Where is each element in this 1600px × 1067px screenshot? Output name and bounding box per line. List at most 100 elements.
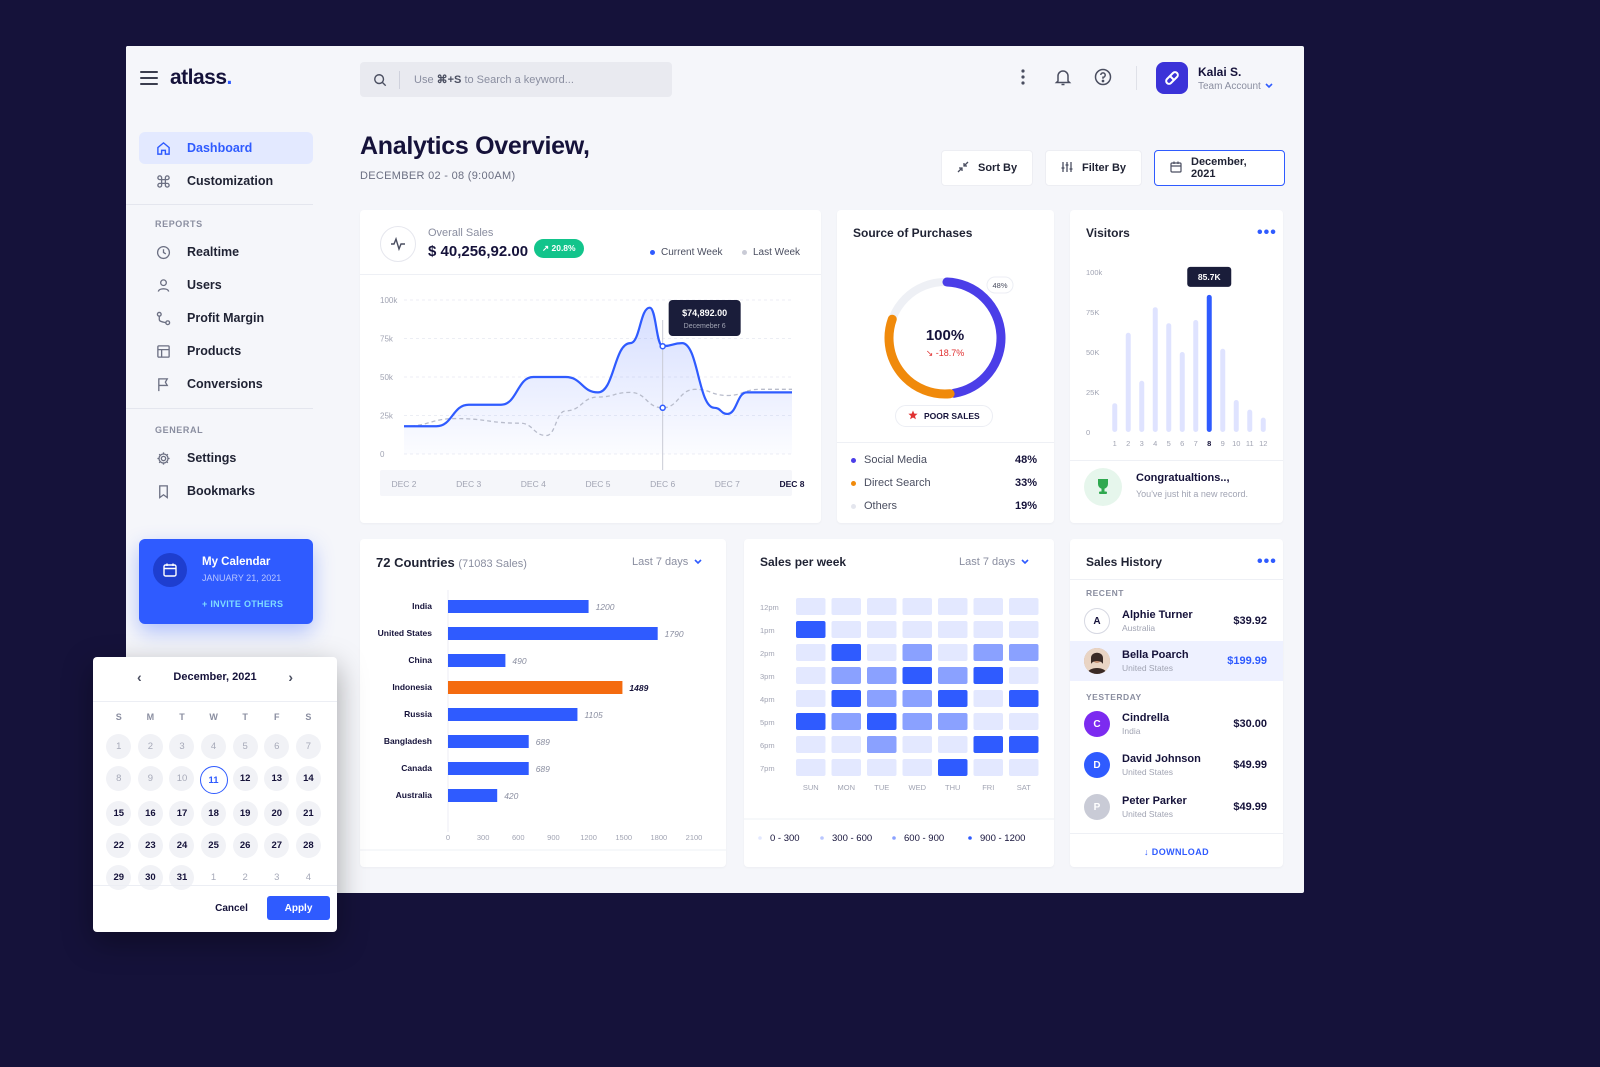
sales-week-period-dropdown[interactable]: Last 7 days [959, 556, 1029, 568]
search-input[interactable]: Use ⌘+S to Search a keyword... [414, 74, 574, 86]
invite-others-link[interactable]: + INVITE OTHERS [202, 599, 284, 609]
customer-name: Bella Poarch [1122, 649, 1189, 661]
donut-center-change: ↘ -18.7% [926, 348, 965, 358]
day-cell[interactable]: 18 [201, 801, 227, 826]
day-cell[interactable]: 4 [201, 734, 227, 759]
date-range-button[interactable]: December, 2021 [1154, 150, 1285, 186]
last-week-line [403, 388, 792, 437]
day-cell[interactable]: 8 [106, 766, 132, 791]
chevron-left-icon[interactable]: ‹ [137, 669, 142, 685]
day-cell[interactable]: 16 [137, 801, 163, 826]
day-cell[interactable]: 4 [305, 872, 311, 883]
help-icon[interactable] [1092, 66, 1114, 88]
day-cell[interactable]: 22 [106, 833, 132, 858]
list-item[interactable]: A Alphie Turner Australia $39.92 [1070, 601, 1283, 641]
day-cell[interactable]: 10 [169, 766, 195, 791]
filter-by-button[interactable]: Filter By [1045, 150, 1143, 186]
heatmap-cell [1009, 736, 1039, 753]
x-tick-label: 2 [1126, 439, 1130, 448]
day-cell[interactable]: 5 [232, 734, 258, 759]
sidebar-item-profit-margin[interactable]: Profit Margin [139, 302, 313, 334]
countries-period-dropdown[interactable]: Last 7 days [632, 556, 702, 568]
day-cell[interactable]: 12 [232, 766, 258, 791]
bookmark-icon [155, 483, 171, 499]
list-item[interactable]: P Peter Parker United States $49.99 [1070, 787, 1283, 827]
x-tick-label: 7 [1194, 439, 1198, 448]
cancel-button[interactable]: Cancel [215, 902, 248, 914]
sidebar-item-customization[interactable]: Customization [139, 165, 313, 197]
chevron-right-icon[interactable]: › [288, 669, 293, 685]
day-cell[interactable]: 6 [264, 734, 290, 759]
apply-button[interactable]: Apply [267, 896, 330, 920]
search-bar[interactable]: Use ⌘+S to Search a keyword... [360, 62, 672, 97]
heatmap-cell [973, 598, 1003, 615]
selected-day[interactable]: 11 [199, 766, 228, 794]
heatmap-cell [867, 736, 897, 753]
more-horizontal-icon[interactable]: ••• [1257, 553, 1277, 570]
value-label: 1790 [665, 629, 684, 639]
day-cell[interactable]: 19 [232, 801, 258, 826]
day-cell[interactable]: 14 [295, 766, 321, 791]
bell-icon[interactable] [1052, 66, 1074, 88]
visitor-bar [1233, 400, 1239, 432]
day-cell[interactable]: 1 [210, 872, 217, 883]
sidebar-item-products[interactable]: Products [139, 335, 313, 367]
x-tick-label: 4 [1153, 439, 1157, 448]
sidebar-item-realtime[interactable]: Realtime [139, 236, 313, 268]
day-cell[interactable]: 3 [274, 872, 280, 883]
day-cell[interactable]: 30 [137, 865, 163, 890]
download-button[interactable]: ↓ DOWNLOAD [1143, 847, 1209, 857]
day-cell[interactable]: 25 [201, 833, 227, 858]
category-label: United States [378, 628, 433, 638]
sidebar-item-settings[interactable]: Settings [139, 442, 313, 474]
sidebar-item-bookmarks[interactable]: Bookmarks [139, 475, 313, 507]
day-slot: 3 [166, 734, 198, 759]
sidebar-item-conversions[interactable]: Conversions [139, 368, 313, 400]
day-cell[interactable]: 31 [169, 865, 195, 890]
list-item[interactable]: C Cindrella India $30.00 [1070, 704, 1283, 744]
day-cell[interactable]: 20 [264, 801, 290, 826]
more-horizontal-icon[interactable]: ••• [1257, 224, 1277, 241]
day-slot: 12 [229, 766, 261, 794]
day-cell[interactable]: 1 [106, 734, 132, 759]
sales-per-week-card: Sales per week Last 7 days 12pm 1pm 2pm 3pm… [744, 539, 1054, 867]
day-cell[interactable]: 27 [264, 833, 290, 858]
sidebar-item-dashboard[interactable]: Dashboard [139, 132, 313, 164]
day-cell[interactable]: 2 [242, 872, 248, 883]
day-slot: 1 [198, 865, 230, 890]
y-tick-label: 75k [380, 335, 394, 344]
heatmap-cell [831, 713, 861, 730]
menu-icon[interactable] [140, 71, 158, 85]
sort-by-button[interactable]: Sort By [941, 150, 1034, 186]
list-item[interactable]: D David Johnson United States $49.99 [1070, 745, 1283, 785]
day-cell[interactable]: 29 [106, 865, 132, 890]
day-cell[interactable]: 17 [169, 801, 195, 826]
user-menu[interactable]: Kalai S. Team Account [1156, 62, 1273, 94]
day-cell[interactable]: 3 [169, 734, 195, 759]
sidebar-item-label: Products [187, 344, 242, 358]
day-cell[interactable]: 28 [295, 833, 321, 858]
day-cell[interactable]: 26 [232, 833, 258, 858]
more-vertical-icon[interactable] [1012, 66, 1034, 88]
day-cell[interactable]: 23 [137, 833, 163, 858]
x-tick-label: 900 [547, 833, 560, 842]
day-cell[interactable]: 9 [137, 766, 163, 791]
day-cell[interactable]: 21 [295, 801, 321, 826]
sidebar-item-users[interactable]: Users [139, 269, 313, 301]
day-cell[interactable]: 13 [264, 766, 290, 791]
avatar: A [1084, 608, 1110, 634]
day-cell[interactable]: 15 [106, 801, 132, 826]
my-calendar-card[interactable]: My Calendar JANUARY 21, 2021 + INVITE OT… [139, 539, 313, 624]
day-cell[interactable]: 7 [295, 734, 321, 759]
day-cell[interactable]: 2 [137, 734, 163, 759]
heatmap-cell [796, 690, 826, 707]
date-picker-grid: S M T W T F S 1 2 3 4 5 6 7 8 9 10 11 12 13 14 15 16 17 18 19 20 21… [103, 707, 324, 890]
sale-amount: $30.00 [1233, 718, 1267, 730]
day-cell[interactable]: 24 [169, 833, 195, 858]
list-item[interactable]: Bella Poarch United States $199.99 [1070, 641, 1283, 681]
sidebar-item-label: Profit Margin [187, 311, 265, 325]
highlight-point-last [659, 404, 666, 412]
row-label: 3pm [760, 672, 775, 681]
chevron-down-icon [694, 556, 702, 568]
